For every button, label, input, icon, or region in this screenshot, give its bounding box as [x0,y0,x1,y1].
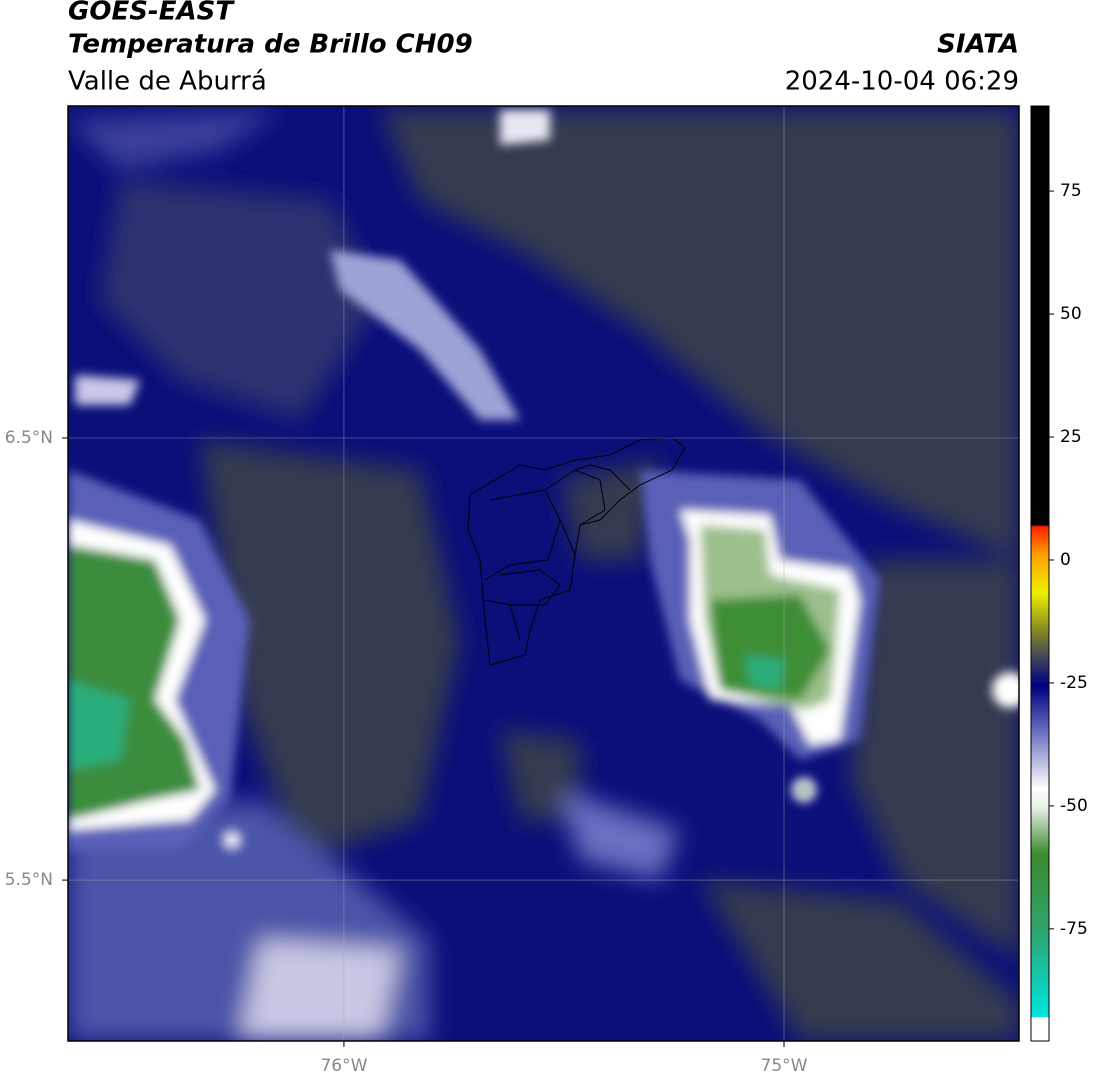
subtitle: Temperatura de Brillo CH09 [68,30,473,60]
region: Valle de Aburrá [68,67,267,97]
colorbar [1030,105,1050,1042]
colorbar-tick-label: 0 [1060,550,1071,570]
colorbar-tick-label: 25 [1060,427,1082,447]
source: SIATA [937,30,1019,60]
graticule [68,106,1019,1041]
title: GOES-EAST [68,0,235,27]
map-frame [67,105,1020,1042]
colorbar-tick-label: 50 [1060,304,1082,324]
colorbar-tick-label: -75 [1060,919,1088,939]
y-tick-label: 5.5°N [5,870,53,890]
colorbar-tick-label: -25 [1060,673,1088,693]
municipal-boundaries [467,436,686,666]
colorbar-tick-label: -50 [1060,796,1088,816]
x-tick-label: 75°W [761,1056,808,1076]
colorbar-tick-label: 75 [1060,181,1082,201]
datetime: 2024-10-04 06:29 [785,67,1019,97]
y-tick-label: 6.5°N [5,428,53,448]
x-tick-label: 76°W [320,1056,367,1076]
satellite-image [68,106,1019,1041]
